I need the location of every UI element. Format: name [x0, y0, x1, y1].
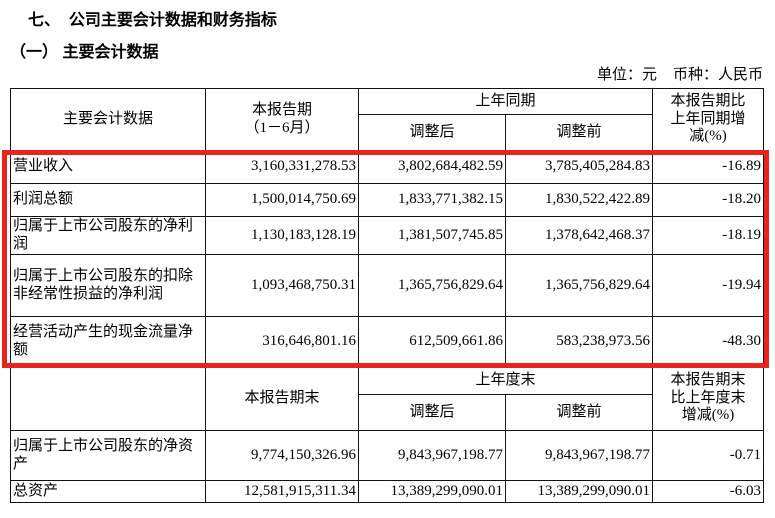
accounting-data-table: 主要会计数据 本报告期 （1－6月） 上年同期 本报告期比 上年同期增 减(%)… — [10, 88, 765, 503]
value-current: 3,160,331,278.53 — [205, 150, 359, 184]
value-before: 583,238,973.56 — [504, 316, 654, 367]
unit-note: 单位：元 币种：人民币 — [597, 63, 763, 84]
metric-label: 归属于上市公司股东的扣除非经常性损益的净利润 — [10, 254, 206, 317]
value-before: 13,389,299,090.01 — [504, 480, 654, 503]
document-title: 七、 公司主要会计数据和财务指标 — [28, 12, 277, 29]
header-change-line2: 上年同期增 — [670, 110, 746, 127]
table-header-row-1: 主要会计数据 本报告期 （1－6月） 上年同期 本报告期比 上年同期增 减(%) — [10, 88, 765, 151]
value-before: 1,365,756,829.64 — [504, 254, 654, 317]
table-row-total-profit: 利润总额 1,500,014,750.69 1,833,771,382.15 1… — [10, 183, 765, 217]
metric-label: 总资产 — [10, 480, 206, 503]
value-current: 12,581,915,311.34 — [205, 480, 359, 503]
header-change-line1: 本报告期比 — [670, 93, 746, 110]
header2-change-line2: 比上年度末 — [670, 389, 746, 406]
value-adjusted: 1,365,756,829.64 — [358, 254, 506, 317]
value-before: 1,830,522,422.89 — [504, 183, 654, 217]
header2-change-line3: 增减(%) — [681, 407, 735, 424]
value-change: -0.71 — [652, 430, 765, 481]
header-change-line3: 减(%) — [689, 128, 727, 145]
metric-label: 利润总额 — [10, 183, 206, 217]
value-adjusted: 9,843,967,198.77 — [358, 430, 506, 481]
value-before: 9,843,967,198.77 — [504, 430, 654, 481]
currency-label: 币种：人民币 — [672, 67, 763, 83]
header2-prior-year-end-group: 上年度末 — [357, 366, 654, 395]
metric-label: 归属于上市公司股东的净利润 — [10, 216, 206, 255]
metric-label: 经营活动产生的现金流量净额 — [10, 316, 206, 367]
table-row-total-assets: 总资产 12,581,915,311.34 13,389,299,090.01 … — [10, 480, 765, 503]
value-adjusted: 1,833,771,382.15 — [358, 183, 506, 217]
header-adjusted: 调整后 — [358, 114, 506, 151]
header-before-adjust: 调整前 — [504, 114, 654, 151]
header2-before-adjust: 调整前 — [504, 394, 654, 431]
unit-label: 单位：元 — [596, 67, 657, 83]
value-adjusted: 612,509,661.86 — [358, 316, 506, 367]
value-current: 9,774,150,326.96 — [205, 430, 359, 481]
header-current-period: 本报告期 （1－6月） — [205, 88, 359, 151]
value-change: -48.30 — [652, 316, 765, 367]
value-change: -16.89 — [652, 150, 765, 184]
header-metric: 主要会计数据 — [10, 88, 206, 151]
header-change-percent: 本报告期比 上年同期增 减(%) — [652, 88, 765, 151]
value-change: -18.19 — [652, 216, 765, 255]
table-row-operating-cash-flow: 经营活动产生的现金流量净额 316,646,801.16 612,509,661… — [10, 316, 765, 367]
header-prior-period-group: 上年同期 — [357, 88, 654, 115]
value-current: 1,130,183,128.19 — [205, 216, 359, 255]
header2-change-percent: 本报告期末 比上年度末 增减(%) — [652, 366, 765, 431]
value-before: 3,785,405,284.83 — [504, 150, 654, 184]
metric-label: 归属于上市公司股东的净资产 — [10, 430, 206, 481]
value-adjusted: 1,381,507,745.85 — [358, 216, 506, 255]
table-header-row-2: 调整后 调整前 — [11, 114, 764, 151]
metric-label: 营业收入 — [10, 150, 206, 184]
header2-adjusted: 调整后 — [358, 394, 506, 431]
table-row-net-profit-excl-nonrecurring: 归属于上市公司股东的扣除非经常性损益的净利润 1,093,468,750.31 … — [10, 254, 765, 317]
header-current-period-line1: 本报告期 — [251, 102, 312, 119]
value-change: -6.03 — [652, 480, 765, 503]
header2-change-line1: 本报告期末 — [670, 372, 746, 389]
value-change: -18.20 — [652, 183, 765, 217]
table-row-net-assets: 归属于上市公司股东的净资产 9,774,150,326.96 9,843,967… — [10, 430, 765, 481]
table-header2-row-2: 调整后 调整前 — [11, 394, 764, 431]
value-before: 1,378,642,468.37 — [504, 216, 654, 255]
document-subtitle: （一） 主要会计数据 — [10, 44, 159, 61]
value-change: -19.94 — [652, 254, 765, 317]
value-current: 1,093,468,750.31 — [205, 254, 359, 317]
value-current: 1,500,014,750.69 — [205, 183, 359, 217]
value-current: 316,646,801.16 — [205, 316, 359, 367]
header-current-period-line2: （1－6月） — [244, 119, 320, 136]
header2-empty-cell — [10, 366, 206, 431]
table-header2-row-1: 本报告期末 上年度末 本报告期末 比上年度末 增减(%) — [10, 366, 765, 431]
value-adjusted: 13,389,299,090.01 — [358, 480, 506, 503]
header2-period-end: 本报告期末 — [205, 366, 359, 431]
table-row-revenue: 营业收入 3,160,331,278.53 3,802,684,482.59 3… — [10, 150, 765, 184]
value-adjusted: 3,802,684,482.59 — [358, 150, 506, 184]
table-row-net-profit: 归属于上市公司股东的净利润 1,130,183,128.19 1,381,507… — [10, 216, 765, 255]
